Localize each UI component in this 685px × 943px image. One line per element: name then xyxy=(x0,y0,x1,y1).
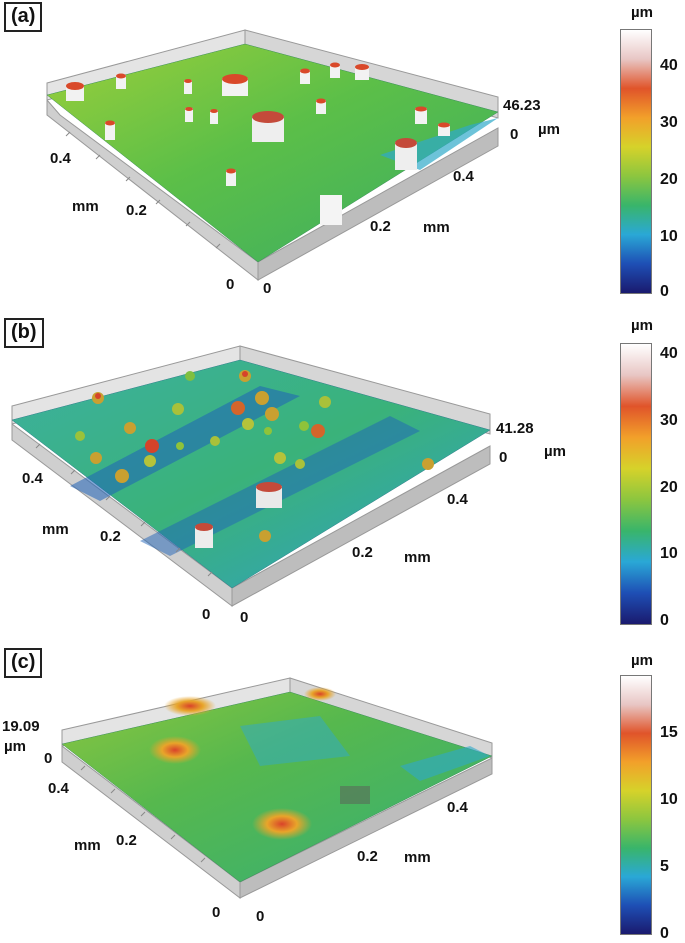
left-axis-tick: 0.4 xyxy=(48,780,69,797)
surface-plot xyxy=(11,345,491,608)
side-wall-right xyxy=(231,445,491,607)
height-unit-label: µm xyxy=(544,443,566,460)
colorbar-unit: µm xyxy=(631,652,653,669)
left-edge-ticks xyxy=(65,131,221,249)
colorbar-unit: µm xyxy=(631,4,653,21)
max-height-label: 41.28 xyxy=(496,420,534,437)
colorbar-tick: 5 xyxy=(660,858,669,875)
colorbar xyxy=(620,343,652,625)
left-axis-tick: 0.4 xyxy=(22,470,43,487)
colorbar-tick: 40 xyxy=(660,57,678,74)
surface-plot xyxy=(46,29,499,282)
left-axis-tick: 0 xyxy=(202,606,211,623)
left-axis-tick: 0 xyxy=(212,904,221,921)
colorbar-tick: 10 xyxy=(660,791,678,808)
zero-height-label: 0 xyxy=(510,126,519,143)
left-axis-unit: mm xyxy=(72,198,99,215)
surface-features xyxy=(75,370,434,548)
panel-label: (c) xyxy=(4,648,43,678)
height-unit-label: µm xyxy=(538,121,560,138)
left-axis-tick: 0.2 xyxy=(126,202,147,219)
side-wall-right xyxy=(239,757,493,899)
colorbar xyxy=(620,29,652,294)
right-axis-tick: 0.4 xyxy=(453,168,474,185)
right-axis-tick: 0.2 xyxy=(370,218,391,235)
colorbar-tick: 0 xyxy=(660,925,669,942)
colorbar-tick: 10 xyxy=(660,228,678,245)
panel-label: (b) xyxy=(4,318,44,348)
panel-label: (a) xyxy=(4,2,43,32)
panel-a: (a) xyxy=(0,0,685,305)
height-unit-label: µm xyxy=(4,738,26,755)
left-edge-ticks xyxy=(80,765,206,863)
high-region xyxy=(252,808,312,840)
colorbar-tick: 30 xyxy=(660,412,678,429)
left-axis-tick: 0.2 xyxy=(116,832,137,849)
left-edge-ticks xyxy=(35,443,213,577)
high-region xyxy=(149,736,201,764)
colorbar xyxy=(620,675,652,935)
panel-b: (b) xyxy=(0,316,685,629)
left-axis-tick: 0 xyxy=(226,276,235,293)
right-axis-unit: mm xyxy=(404,549,431,566)
surface-features xyxy=(66,62,450,225)
zero-height-label: 0 xyxy=(499,449,508,466)
right-axis-tick: 0.2 xyxy=(352,544,373,561)
side-wall-right xyxy=(257,127,499,281)
surface-plot xyxy=(61,677,493,900)
surface-feature xyxy=(340,786,370,804)
right-axis-tick: 0 xyxy=(256,908,265,925)
low-region xyxy=(240,716,350,766)
high-region xyxy=(164,696,216,716)
colorbar-tick: 15 xyxy=(660,724,678,741)
left-axis-unit: mm xyxy=(74,837,101,854)
right-axis-tick: 0.4 xyxy=(447,491,468,508)
colorbar-tick: 30 xyxy=(660,114,678,131)
colorbar-tick: 0 xyxy=(660,283,669,300)
left-axis-tick: 0.2 xyxy=(100,528,121,545)
left-axis-tick: 0.4 xyxy=(50,150,71,167)
low-region xyxy=(400,746,490,781)
high-region xyxy=(304,687,336,701)
right-axis-tick: 0.4 xyxy=(447,799,468,816)
right-axis-unit: mm xyxy=(404,849,431,866)
surface xyxy=(46,43,499,263)
back-wall-right xyxy=(239,345,491,435)
max-height-label: 46.23 xyxy=(503,97,541,114)
right-axis-tick: 0 xyxy=(240,609,249,626)
colorbar-tick: 20 xyxy=(660,171,678,188)
colorbar-tick: 10 xyxy=(660,545,678,562)
colorbar-tick: 20 xyxy=(660,479,678,496)
zero-height-label: 0 xyxy=(44,750,53,767)
colorbar-unit: µm xyxy=(631,317,653,334)
left-axis-unit: mm xyxy=(42,521,69,538)
right-axis-unit: mm xyxy=(423,219,450,236)
right-axis-tick: 0 xyxy=(263,280,272,297)
colorbar-tick: 40 xyxy=(660,345,678,362)
panel-c: (c) xyxy=(0,646,685,942)
max-height-label: 19.09 xyxy=(2,718,40,735)
colorbar-tick: 0 xyxy=(660,612,669,629)
right-axis-tick: 0.2 xyxy=(357,848,378,865)
